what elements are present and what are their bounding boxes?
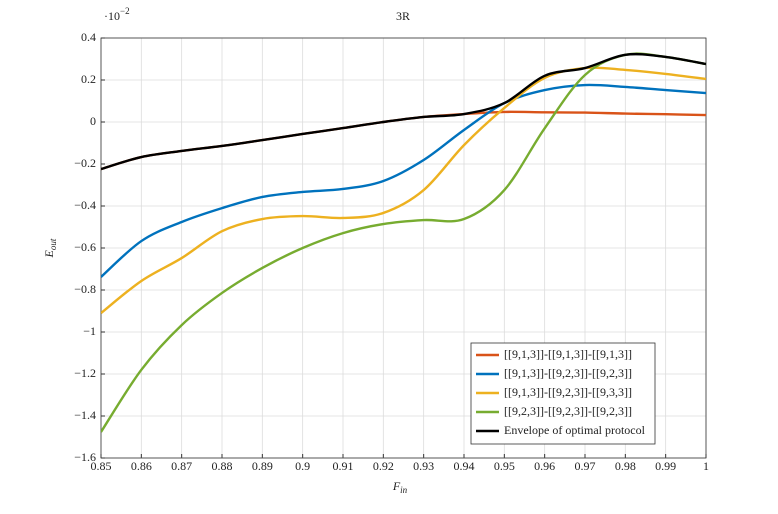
y-tick-label: −0.8 <box>74 282 96 296</box>
x-tick-label: 0.93 <box>413 459 434 473</box>
series-line <box>101 52 706 171</box>
y-tick-label: −1.4 <box>74 408 96 422</box>
x-tick-label: 0.85 <box>91 459 112 473</box>
legend-label: [[9,1,3]]-[[9,1,3]]-[[9,1,3]] <box>504 347 632 361</box>
y-tick-label: −0.2 <box>74 156 96 170</box>
y-multiplier: ·10−2 <box>104 6 130 23</box>
x-label-base: F <box>392 479 401 493</box>
x-tick-label: 0.88 <box>212 459 233 473</box>
y-axis-label: Eout <box>42 238 58 258</box>
y-tick-label: −1 <box>83 324 96 338</box>
x-tick-label: 0.87 <box>171 459 192 473</box>
legend-label: [[9,1,3]]-[[9,2,3]]-[[9,2,3]] <box>504 366 632 380</box>
y-tick-label: 0.2 <box>81 72 96 86</box>
y-multiplier-base: ·10 <box>104 9 120 23</box>
plot-frame <box>100 37 707 459</box>
y-label-sub: out <box>48 238 58 250</box>
legend-label: [[9,1,3]]-[[9,2,3]]-[[9,3,3]] <box>504 385 632 399</box>
x-axis-label: Fin <box>392 479 408 495</box>
y-tick-label: −0.4 <box>74 198 96 212</box>
y-tick-label: −1.2 <box>74 366 96 380</box>
x-tick-label: 0.89 <box>252 459 273 473</box>
legend-label: Envelope of optimal protocol <box>504 423 646 437</box>
x-tick-label: 0.9 <box>295 459 310 473</box>
x-tick-label: 0.94 <box>454 459 475 473</box>
x-tick-label: 0.95 <box>494 459 515 473</box>
y-tick-label: 0 <box>90 114 96 128</box>
y-tick-label: −1.6 <box>74 450 96 464</box>
x-tick-label: 0.98 <box>615 459 636 473</box>
x-tick-label: 1 <box>703 459 709 473</box>
y-multiplier-exp: −2 <box>120 6 130 16</box>
chart-title: 3R <box>396 9 410 23</box>
y-tick-label: 0.4 <box>81 30 96 44</box>
x-tick-label: 0.92 <box>373 459 394 473</box>
x-tick-label: 0.91 <box>333 459 354 473</box>
series-line <box>101 66 706 315</box>
x-tick-label: 0.96 <box>534 459 555 473</box>
x-tick-label: 0.99 <box>655 459 676 473</box>
series-line <box>101 83 706 278</box>
y-tick-label: −0.6 <box>74 240 96 254</box>
x-tick-label: 0.86 <box>131 459 152 473</box>
y-label-base: E <box>42 249 56 258</box>
x-tick-label: 0.97 <box>575 459 596 473</box>
legend-label: [[9,2,3]]-[[9,2,3]]-[[9,2,3]] <box>504 404 632 418</box>
x-label-sub: in <box>400 485 408 495</box>
legend-box <box>470 342 656 445</box>
